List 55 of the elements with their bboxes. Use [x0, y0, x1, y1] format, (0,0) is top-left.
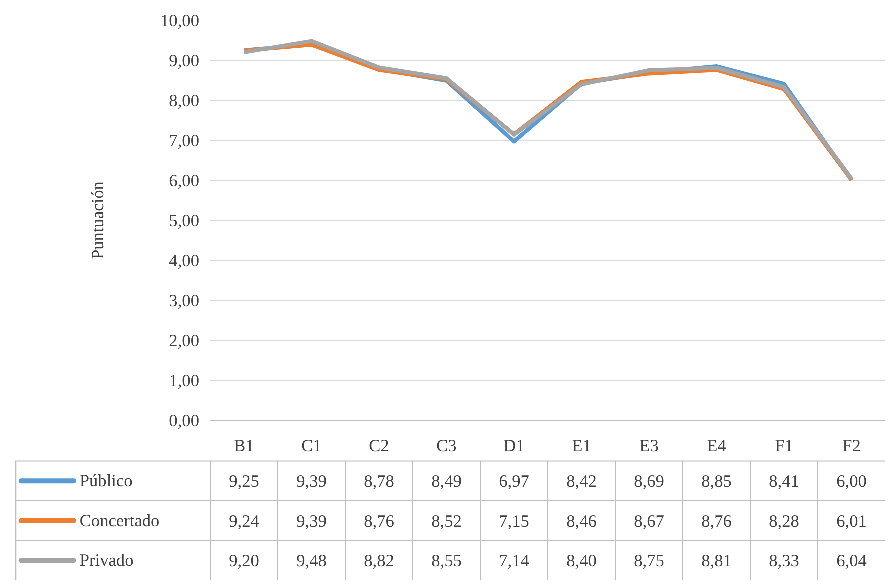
y-tick-label: 9,00: [169, 52, 200, 70]
y-axis-title: Puntuación: [88, 181, 108, 260]
y-tick-label: 2,00: [169, 332, 200, 350]
y-tick-label: 0,00: [169, 412, 200, 430]
data-label: 8,76: [702, 512, 732, 531]
x-tick-label: C1: [302, 436, 322, 456]
x-tick-label: F2: [842, 436, 861, 456]
y-tick-label: 7,00: [169, 132, 200, 150]
data-label: 9,39: [296, 472, 327, 492]
data-label: 8,76: [364, 512, 395, 531]
data-label: 9,25: [229, 472, 260, 492]
data-label: 8,78: [364, 472, 394, 492]
data-label: 6,00: [836, 472, 867, 492]
data-label: 6,01: [836, 512, 867, 531]
x-tick-label: F1: [775, 436, 794, 456]
data-label: 8,85: [702, 472, 732, 492]
x-tick-label: D1: [504, 436, 525, 456]
data-label: 8,42: [566, 472, 597, 492]
y-tick-label: 5,00: [169, 212, 200, 230]
data-label: 9,39: [296, 512, 327, 531]
data-label: 7,15: [499, 512, 530, 531]
y-tick-label: 1,00: [169, 372, 200, 390]
data-label: 8,82: [364, 552, 394, 571]
data-label: 6,04: [836, 552, 868, 571]
data-label: 8,55: [432, 552, 462, 571]
y-tick-label: 8,00: [169, 92, 200, 110]
data-label: 8,46: [566, 512, 598, 531]
legend-label: Concertado: [80, 511, 160, 530]
data-label: 9,48: [296, 552, 327, 571]
y-tick-label: 6,00: [169, 172, 200, 190]
x-tick-label: C3: [436, 436, 457, 456]
y-tick-label: 10,00: [160, 12, 200, 30]
data-label: 8,75: [634, 552, 664, 571]
data-label: 8,49: [432, 472, 462, 492]
x-tick-label: C2: [369, 436, 390, 456]
x-tick-label: E4: [707, 436, 727, 456]
x-tick-label: E3: [640, 436, 659, 456]
data-label: 8,40: [566, 552, 597, 571]
data-label: 8,41: [769, 472, 800, 492]
data-label: 8,81: [702, 552, 732, 571]
legend-label: Público: [80, 472, 133, 491]
data-label: 6,97: [499, 472, 530, 492]
data-label: 7,14: [499, 552, 530, 571]
legend-label: Privado: [80, 551, 134, 570]
y-tick-label: 3,00: [169, 292, 200, 310]
data-label: 8,28: [769, 512, 800, 531]
data-label: 8,69: [634, 472, 664, 492]
x-tick-label: B1: [234, 436, 254, 456]
y-tick-label: 4,00: [169, 252, 200, 270]
data-label: 8,67: [634, 512, 665, 531]
data-label: 9,20: [229, 552, 260, 571]
x-tick-label: E1: [572, 436, 592, 456]
data-label: 8,52: [432, 512, 462, 531]
data-label: 9,24: [229, 512, 260, 531]
data-label: 8,33: [769, 552, 800, 571]
